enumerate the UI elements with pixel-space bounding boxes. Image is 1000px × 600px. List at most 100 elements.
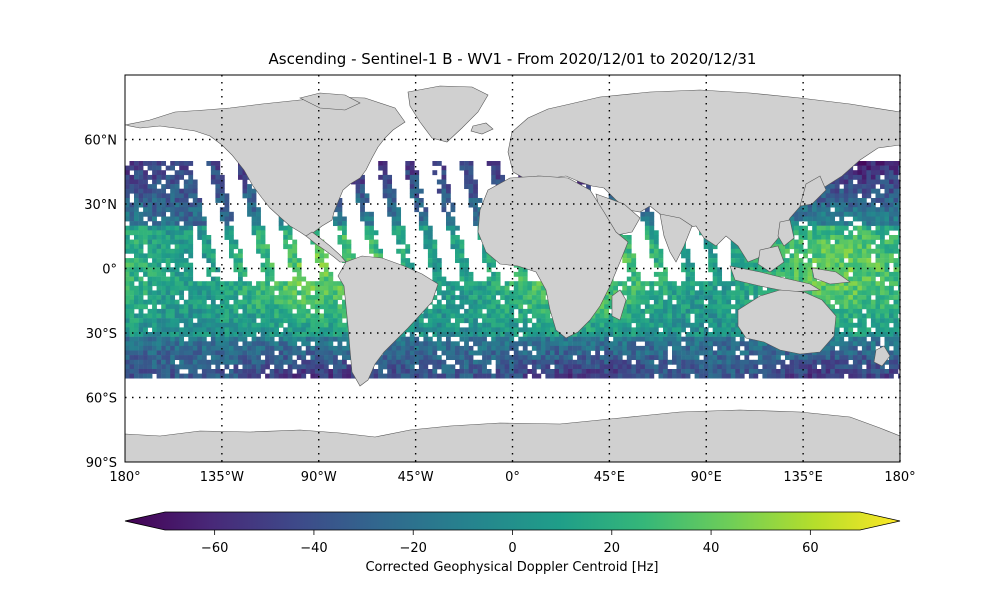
data-cell	[486, 322, 492, 328]
data-cell	[337, 239, 343, 245]
data-cell	[884, 258, 890, 264]
data-cell	[848, 235, 854, 240]
data-cell	[608, 290, 614, 296]
data-cell	[215, 322, 221, 328]
data-cell	[681, 345, 686, 351]
data-cell	[672, 304, 677, 310]
data-cell	[495, 179, 501, 185]
data-cell	[644, 336, 650, 342]
data-cell	[681, 308, 686, 314]
data-cell	[884, 262, 890, 268]
data-cell	[323, 281, 329, 287]
data-cell	[432, 258, 438, 264]
data-cell	[825, 253, 831, 259]
data-cell	[287, 290, 293, 296]
data-cell	[256, 244, 261, 250]
data-cell	[839, 313, 845, 319]
data-cell	[418, 216, 424, 222]
data-cell	[152, 161, 157, 166]
data-cell	[287, 253, 293, 259]
data-cell	[757, 350, 763, 356]
data-cell	[568, 341, 573, 347]
data-cell	[649, 318, 655, 324]
data-cell	[500, 322, 506, 328]
data-cell	[717, 290, 723, 296]
data-cell	[134, 318, 139, 324]
data-cell	[663, 281, 668, 287]
data-cell	[812, 216, 818, 222]
data-cell	[337, 304, 343, 310]
data-cell	[491, 174, 497, 180]
data-cell	[170, 267, 176, 273]
data-cell	[143, 304, 148, 310]
data-cell	[866, 184, 872, 190]
data-cell	[274, 322, 280, 328]
data-cell	[170, 271, 176, 277]
data-cell	[753, 290, 759, 296]
data-cell	[644, 295, 650, 301]
data-cell	[179, 304, 185, 310]
data-cell	[875, 341, 881, 347]
data-cell	[301, 336, 307, 342]
data-cell	[473, 193, 478, 199]
data-cell	[432, 345, 438, 351]
data-cell	[138, 174, 144, 180]
data-cell	[794, 276, 799, 282]
data-cell	[690, 304, 695, 310]
data-cell	[265, 258, 270, 264]
data-cell	[884, 225, 890, 231]
data-cell	[857, 327, 863, 333]
data-cell	[708, 304, 714, 310]
data-cell	[319, 313, 325, 319]
data-cell	[672, 322, 677, 328]
data-cell	[798, 267, 804, 273]
data-cell	[165, 318, 171, 324]
data-cell	[296, 322, 302, 328]
data-cell	[712, 341, 718, 347]
data-cell	[125, 174, 130, 180]
data-cell	[681, 295, 686, 301]
data-cell	[183, 216, 189, 222]
data-cell	[134, 161, 139, 166]
data-cell	[134, 211, 139, 217]
data-cell	[256, 308, 261, 314]
data-cell	[726, 295, 732, 301]
data-cell	[161, 193, 167, 199]
data-cell	[880, 290, 885, 296]
data-cell	[242, 290, 248, 296]
data-cell	[577, 345, 582, 351]
data-cell	[143, 336, 148, 342]
data-cell	[459, 161, 465, 166]
data-cell	[699, 308, 704, 314]
data-cell	[649, 350, 655, 356]
data-cell	[880, 198, 885, 203]
data-cell	[821, 290, 827, 296]
data-cell	[572, 341, 578, 347]
data-cell	[504, 313, 510, 319]
data-cell	[540, 345, 546, 351]
data-cell	[794, 267, 799, 273]
data-cell	[201, 299, 207, 305]
data-cell	[486, 341, 492, 347]
data-cell	[170, 174, 176, 180]
data-cell	[305, 299, 311, 305]
data-cell	[188, 271, 194, 277]
data-cell	[342, 327, 347, 333]
data-cell	[681, 318, 686, 324]
data-cell	[518, 276, 524, 282]
data-cell	[210, 276, 216, 282]
data-cell	[210, 322, 216, 328]
data-cell	[721, 327, 727, 333]
data-cell	[405, 244, 411, 250]
data-cell	[156, 332, 162, 337]
data-cell	[898, 336, 900, 342]
data-cell	[861, 295, 867, 301]
data-cell	[283, 299, 289, 305]
data-cell	[595, 318, 601, 324]
data-cell	[622, 304, 628, 310]
data-cell	[147, 188, 153, 194]
data-cell	[423, 230, 429, 236]
data-cell	[649, 281, 655, 287]
data-cell	[622, 290, 628, 296]
data-cell	[292, 336, 298, 342]
